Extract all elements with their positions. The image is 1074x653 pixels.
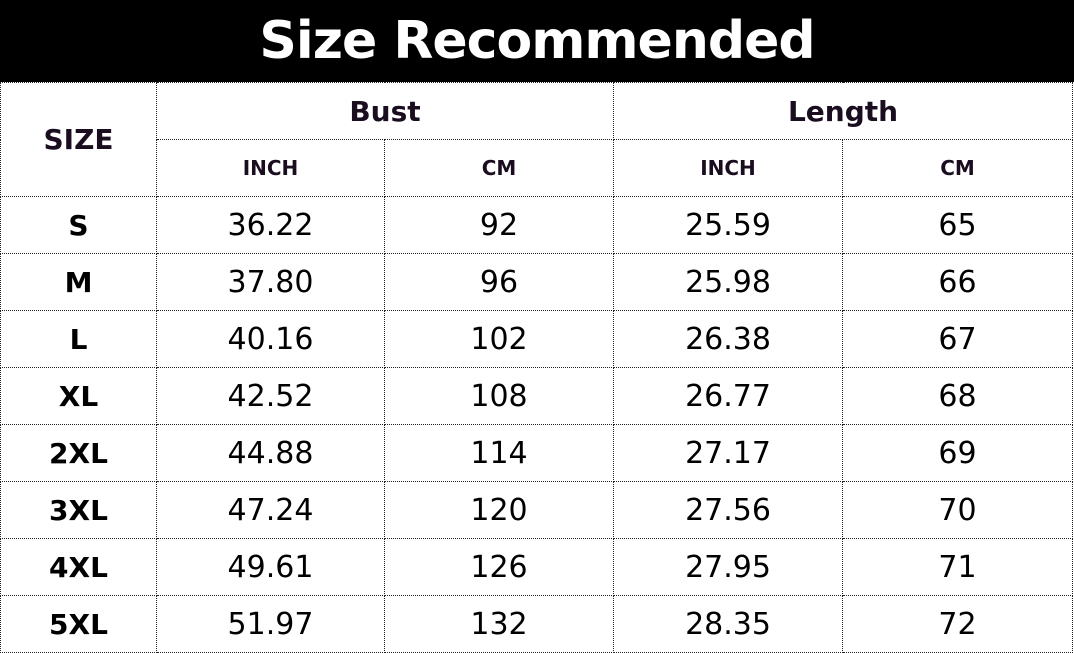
cell-size: L bbox=[0, 310, 157, 368]
table-row: L 40.16 102 26.38 67 bbox=[0, 310, 1074, 368]
cell-bust-cm: 126 bbox=[383, 538, 615, 596]
cell-size: 4XL bbox=[0, 538, 157, 596]
cell-length-inch: 26.38 bbox=[613, 310, 844, 368]
cell-bust-inch: 42.52 bbox=[156, 367, 385, 425]
table-row: 4XL 49.61 126 27.95 71 bbox=[0, 538, 1074, 596]
cell-bust-cm: 92 bbox=[383, 196, 615, 254]
cell-bust-cm: 132 bbox=[383, 595, 615, 653]
length-inch-header: INCH bbox=[613, 139, 844, 197]
cell-length-inch: 27.56 bbox=[613, 481, 844, 539]
cell-bust-inch: 36.22 bbox=[156, 196, 385, 254]
page-title: Size Recommended bbox=[0, 0, 1074, 82]
length-cm-header: CM bbox=[842, 139, 1074, 197]
cell-length-cm: 69 bbox=[842, 424, 1074, 482]
cell-bust-inch: 37.80 bbox=[156, 253, 385, 311]
cell-length-inch: 25.98 bbox=[613, 253, 844, 311]
table-row: M 37.80 96 25.98 66 bbox=[0, 253, 1074, 311]
cell-bust-cm: 120 bbox=[383, 481, 615, 539]
bust-inch-header: INCH bbox=[156, 139, 385, 197]
cell-length-inch: 27.17 bbox=[613, 424, 844, 482]
cell-length-cm: 67 bbox=[842, 310, 1074, 368]
cell-bust-inch: 49.61 bbox=[156, 538, 385, 596]
cell-bust-cm: 114 bbox=[383, 424, 615, 482]
cell-length-cm: 71 bbox=[842, 538, 1074, 596]
table-row: 5XL 51.97 132 28.35 72 bbox=[0, 595, 1074, 653]
table-row: 3XL 47.24 120 27.56 70 bbox=[0, 481, 1074, 539]
cell-length-inch: 28.35 bbox=[613, 595, 844, 653]
size-header: SIZE bbox=[0, 82, 157, 197]
bust-cm-header: CM bbox=[383, 139, 615, 197]
cell-length-cm: 70 bbox=[842, 481, 1074, 539]
cell-bust-cm: 108 bbox=[383, 367, 615, 425]
cell-bust-inch: 44.88 bbox=[156, 424, 385, 482]
table-row: XL 42.52 108 26.77 68 bbox=[0, 367, 1074, 425]
bust-header: Bust bbox=[155, 82, 615, 140]
cell-bust-cm: 102 bbox=[383, 310, 615, 368]
cell-bust-inch: 47.24 bbox=[156, 481, 385, 539]
cell-size: 3XL bbox=[0, 481, 157, 539]
cell-bust-cm: 96 bbox=[383, 253, 615, 311]
cell-bust-inch: 51.97 bbox=[156, 595, 385, 653]
cell-length-cm: 65 bbox=[842, 196, 1074, 254]
cell-length-inch: 25.59 bbox=[613, 196, 844, 254]
cell-size: 2XL bbox=[0, 424, 157, 482]
cell-size: S bbox=[0, 196, 157, 254]
size-table: SIZE Bust Length INCH CM INCH CM S 36.22 9… bbox=[0, 82, 1074, 653]
cell-length-inch: 27.95 bbox=[613, 538, 844, 596]
cell-size: XL bbox=[0, 367, 157, 425]
cell-size: 5XL bbox=[0, 595, 157, 653]
cell-length-cm: 72 bbox=[842, 595, 1074, 653]
cell-bust-inch: 40.16 bbox=[156, 310, 385, 368]
table-row: 2XL 44.88 114 27.17 69 bbox=[0, 424, 1074, 482]
cell-length-inch: 26.77 bbox=[613, 367, 844, 425]
cell-size: M bbox=[0, 253, 157, 311]
table-row: S 36.22 92 25.59 65 bbox=[0, 196, 1074, 254]
cell-length-cm: 66 bbox=[842, 253, 1074, 311]
cell-length-cm: 68 bbox=[842, 367, 1074, 425]
length-header: Length bbox=[613, 82, 1074, 140]
